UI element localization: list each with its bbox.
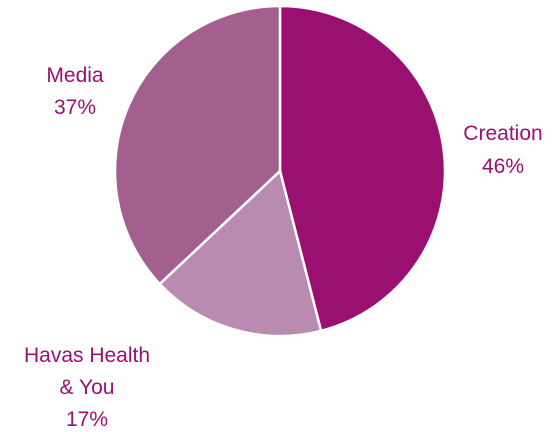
data-label-creation-value: 46% [482,155,524,178]
data-label-media-name: Media [46,64,104,87]
pie-slice-media [113,4,282,286]
data-label-havas-health-you-value: 17% [66,408,108,431]
pie-slices [113,4,447,338]
pie-labels: Creation 46% Havas Health & You 17% Media 37% [24,64,543,431]
data-label-havas-health-you-name: & You [60,376,115,399]
data-label-creation-name: Creation [463,122,542,145]
data-label-havas-health-you-name: Havas Health [24,344,150,367]
data-label-media-value: 37% [54,96,96,119]
pie-slice-creation [278,4,447,333]
pie-slice-havas-health-you [158,169,323,338]
